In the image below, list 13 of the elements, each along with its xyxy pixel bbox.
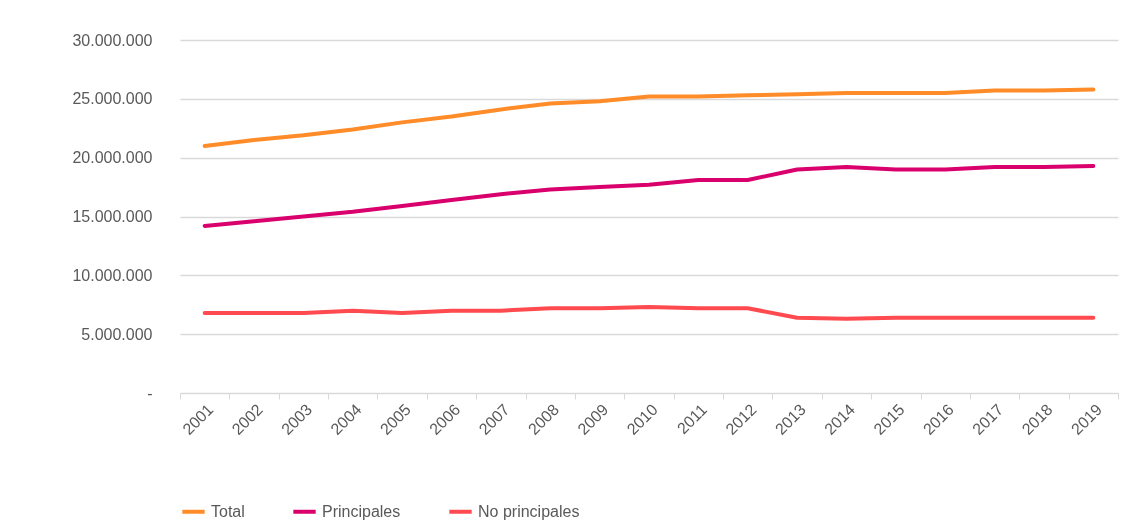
line-series [202,87,1096,148]
y-tick-label: 30.000.000 [72,31,153,49]
y-tick-label: 20.000.000 [72,149,153,167]
y-tick-label: 25.000.000 [72,90,153,108]
legend-label: No principales [478,502,580,520]
line-series [202,305,1096,321]
y-tick-label: - [147,384,153,402]
y-tick-label: 5.000.000 [81,325,153,343]
line-series [202,163,1096,228]
legend-label: Principales [322,502,401,520]
y-tick-label: 10.000.000 [72,266,153,284]
y-tick-label: 15.000.000 [72,208,153,225]
legend-label: Total [211,502,245,520]
